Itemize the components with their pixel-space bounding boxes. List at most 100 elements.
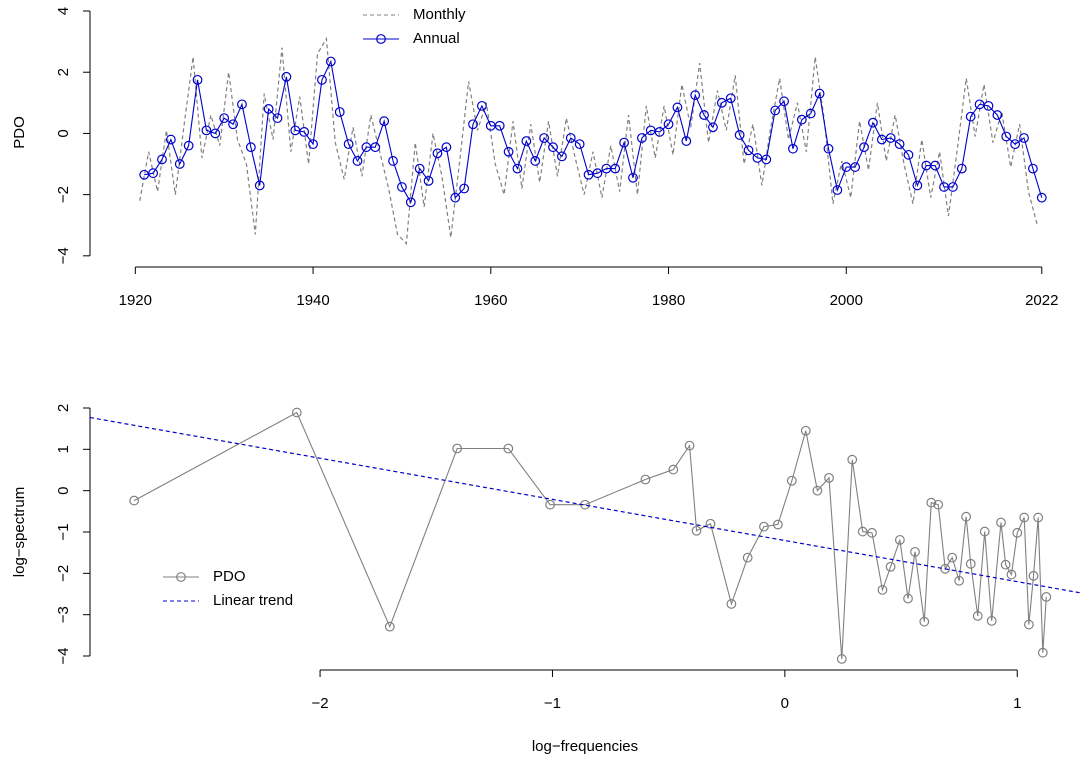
y-tick-label: −2 [55,186,72,203]
y-tick-label: 0 [55,486,72,494]
point [672,102,683,113]
point [663,119,674,130]
y-axis-label: log−spectrum [11,487,28,577]
point [281,71,292,82]
x-tick-label: 1940 [296,292,329,309]
point [636,133,647,143]
point [705,518,716,529]
point [770,105,781,116]
point [725,93,736,104]
point [512,163,523,174]
point [894,139,905,150]
point [742,552,753,563]
point [1028,570,1039,581]
point [640,474,651,485]
point [708,122,718,133]
point [716,97,727,108]
legend-label: Linear trend [213,592,293,609]
x-tick-label: 0 [781,695,789,712]
x-tick-label: 1 [1013,695,1021,712]
point [592,168,603,179]
point [668,464,679,475]
point [432,148,443,159]
y-tick-label: −4 [55,247,72,264]
point [1019,512,1030,523]
point [450,192,461,203]
point [979,526,990,537]
point [919,616,930,627]
point [996,517,1006,528]
point [926,497,937,508]
point [545,499,556,510]
y-tick-label: −3 [55,606,72,623]
y-tick-label: −2 [55,565,72,582]
point [681,136,692,146]
point [423,175,434,186]
y-tick-label: 4 [55,7,72,15]
legend-label: Annual [413,30,460,47]
legend-marker [176,572,186,582]
point [877,584,888,595]
point [157,154,167,165]
point [903,149,914,160]
point [1019,133,1029,143]
point [761,154,772,165]
point [699,110,709,120]
point [930,160,941,171]
point [494,120,505,131]
legend-label: Monthly [413,6,466,23]
point [334,107,345,117]
x-tick-label: −2 [312,695,329,712]
point [397,182,407,192]
point [148,168,158,179]
point [503,443,514,454]
point [965,558,976,569]
point [800,425,811,436]
point [690,90,701,101]
point [956,163,967,174]
point [779,96,789,107]
point [933,499,944,510]
point [850,162,861,172]
x-axis-label: log−frequencies [532,738,638,755]
point [759,521,769,532]
legend-marker [376,34,386,44]
point [836,654,847,664]
point [219,113,230,124]
point [317,74,327,85]
point [772,519,783,530]
point [1033,512,1044,523]
point [379,116,390,127]
point [352,156,363,166]
point [1041,591,1052,602]
point [174,159,185,169]
point [414,163,425,174]
point [343,139,354,150]
point [788,143,798,154]
point [388,156,398,166]
point [823,143,834,154]
point [574,139,585,150]
point [521,136,532,146]
point [812,485,823,496]
x-tick-label: 1920 [119,292,152,309]
point [947,552,958,563]
point [1027,163,1038,174]
point [384,621,395,632]
point [565,133,576,143]
point [824,472,834,483]
point [868,117,878,128]
point [129,495,140,506]
point [814,88,825,99]
point [192,74,203,85]
point [684,440,695,451]
point [743,145,754,156]
point [503,146,514,157]
point [992,110,1003,120]
point [263,104,274,114]
point [734,130,745,140]
point [859,142,869,153]
point [903,593,913,604]
point [441,142,452,153]
point [954,575,965,586]
